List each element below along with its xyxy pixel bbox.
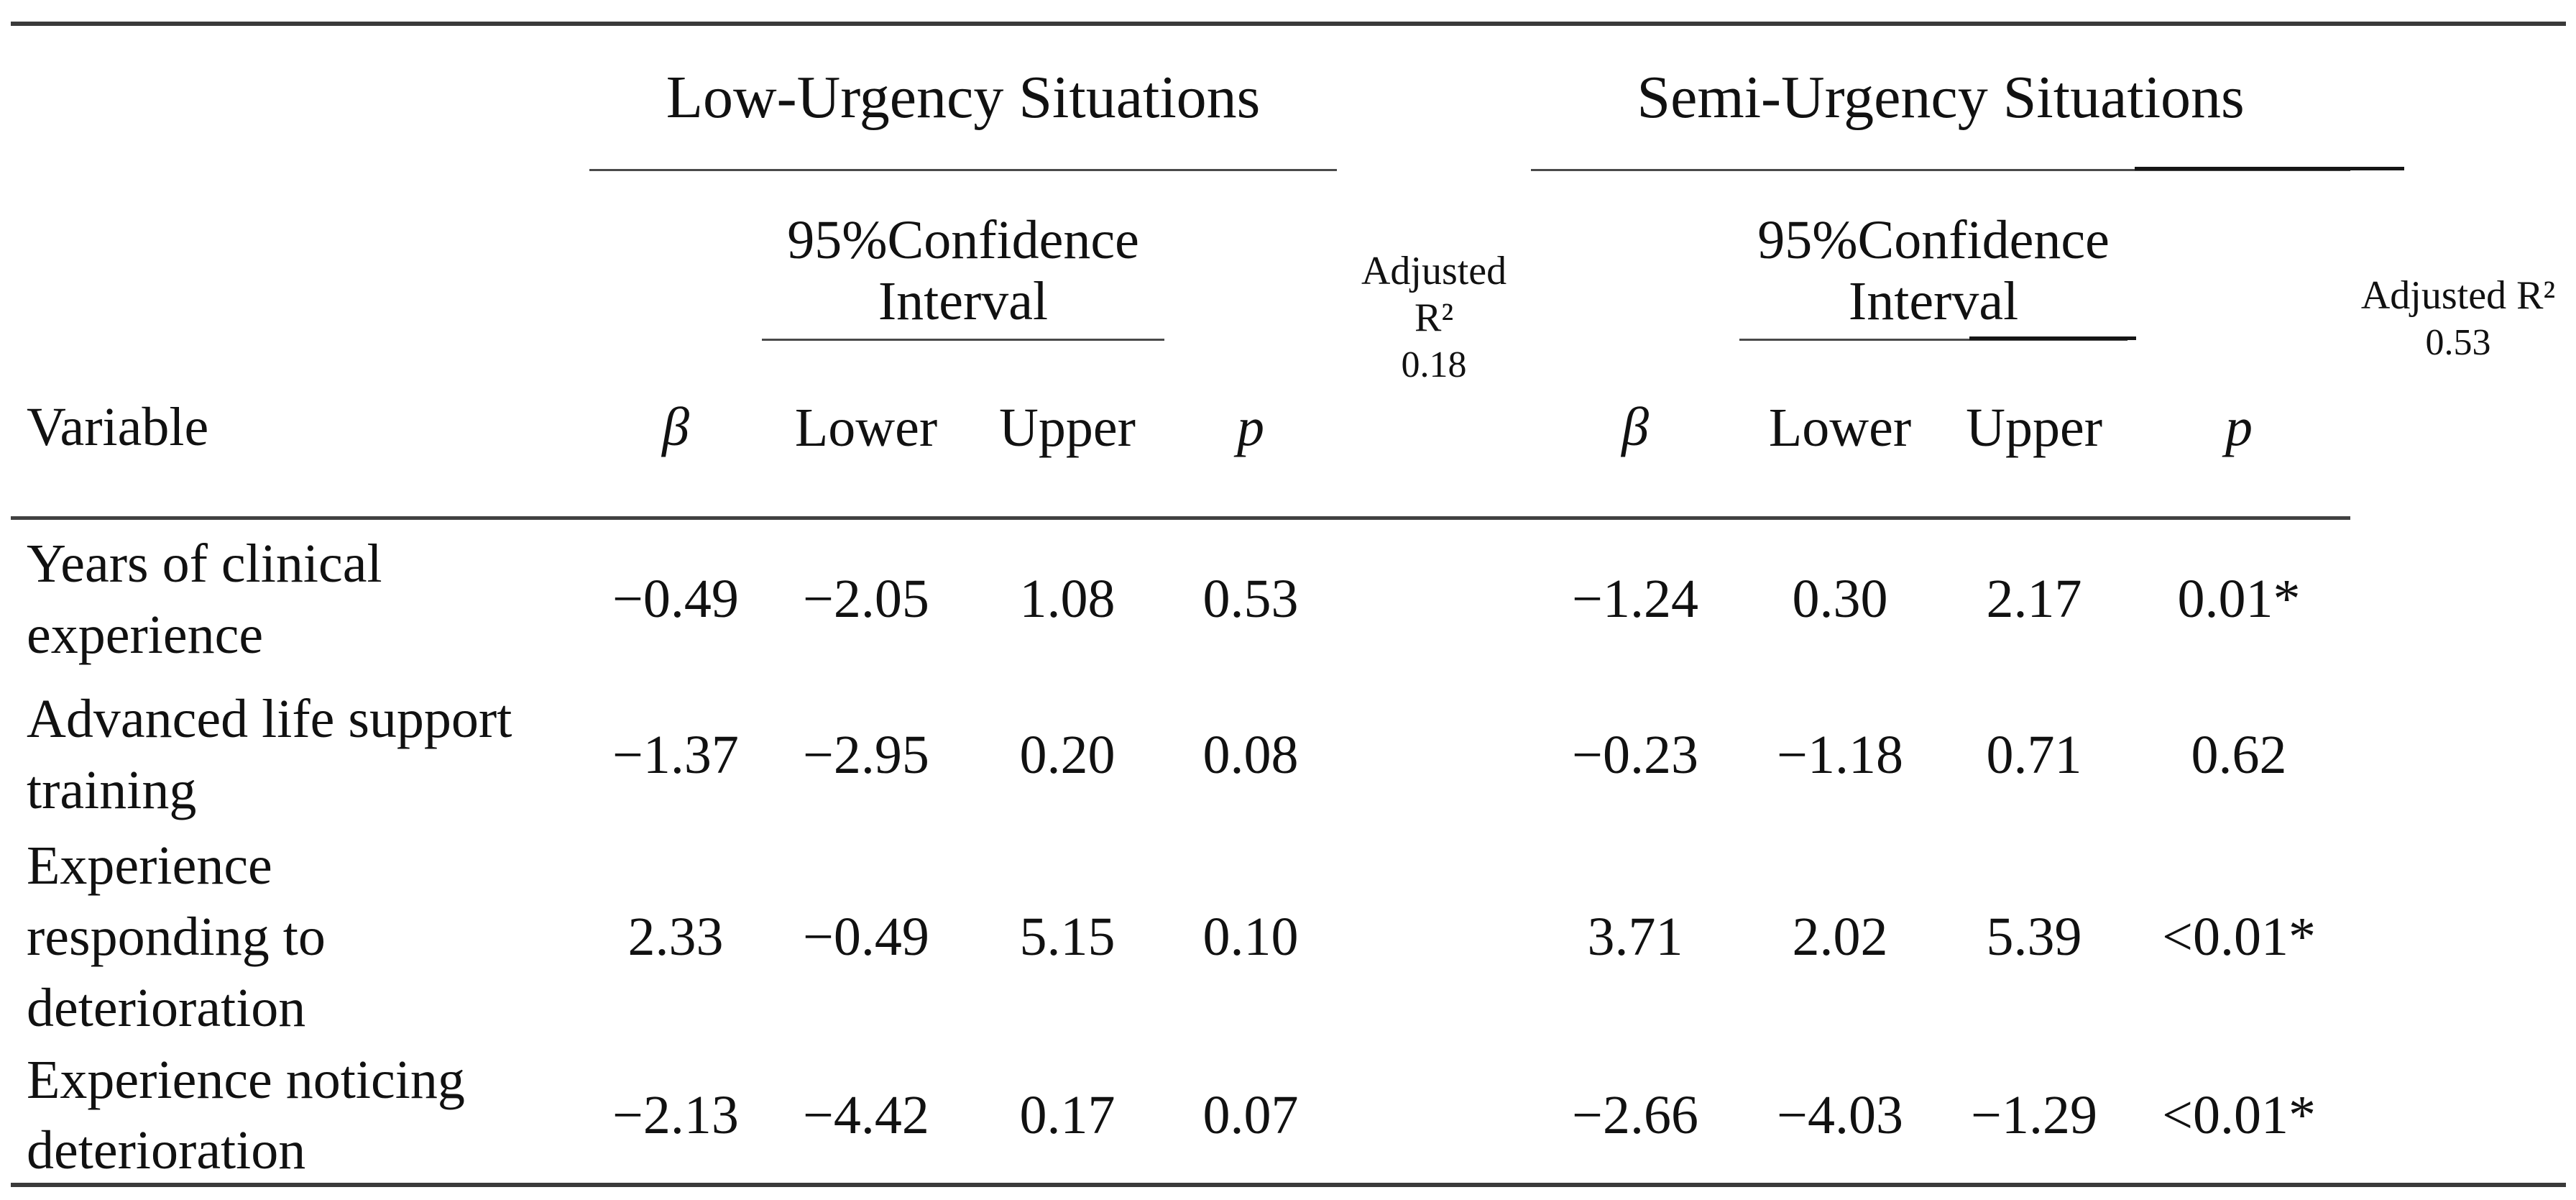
spacer-cell xyxy=(589,170,762,339)
table-row: Experience noticing deterioration −2.13 … xyxy=(11,1043,2566,1187)
col-header-low-lower: Lower xyxy=(762,339,970,520)
cell-low-upper: 5.15 xyxy=(1019,906,1116,967)
row-label: Experience responding to deterioration xyxy=(27,835,326,1038)
cell-semi-lower: −4.03 xyxy=(1777,1084,1903,1145)
cell-semi-p: 0.01* xyxy=(2177,569,2301,630)
table-bottom-rule xyxy=(11,1183,2566,1187)
cell-semi-beta: 3.71 xyxy=(1587,906,1683,967)
cell-semi-beta: −1.24 xyxy=(1572,569,1698,630)
spacer-cell xyxy=(1337,679,1531,830)
cell-low-p: 0.07 xyxy=(1202,1084,1299,1145)
cell-low-beta: −0.49 xyxy=(612,569,739,630)
cell-low-lower: −0.49 xyxy=(803,906,929,967)
spacer-cell xyxy=(11,26,589,170)
column-header-row: Variable β Lower Upper p β Lower Upper p xyxy=(11,339,2566,520)
spacer-cell xyxy=(1337,1043,1531,1187)
regression-results-table: Low-Urgency Situations Semi-Urgency Situ… xyxy=(11,26,2566,1187)
semi-ci-line1: 95%Confidence xyxy=(1757,210,2110,271)
cell-low-lower: −2.05 xyxy=(803,569,929,630)
low-ci-header: 95%Confidence Interval xyxy=(762,170,1164,341)
cell-semi-upper: −1.29 xyxy=(1971,1084,2097,1145)
cell-low-lower: −4.42 xyxy=(803,1084,929,1145)
low-adjusted-r2-block: Adjusted R² 0.18 xyxy=(1337,170,1532,520)
cell-semi-lower: −1.18 xyxy=(1777,724,1903,785)
row-label: Advanced life support training xyxy=(27,689,512,820)
cell-low-p: 0.08 xyxy=(1202,724,1299,785)
group-header-row: Low-Urgency Situations Semi-Urgency Situ… xyxy=(11,26,2566,171)
table-row: Advanced life support training −1.37 −2.… xyxy=(11,679,2566,830)
cell-low-upper: 0.17 xyxy=(1019,1084,1116,1145)
row-label: Years of clinical experience xyxy=(27,533,382,665)
col-header-low-p: p xyxy=(1164,339,1338,520)
spacer-cell xyxy=(1337,26,1531,170)
cell-semi-upper: 0.71 xyxy=(1986,724,2082,785)
spacer-cell xyxy=(2350,518,2566,679)
spacer-cell xyxy=(1531,170,1739,339)
spacer-cell xyxy=(11,170,589,339)
table-row: Experience responding to deterioration 2… xyxy=(11,830,2566,1043)
semi-adjusted-r2-label: Adjusted R² xyxy=(2360,272,2556,318)
cell-low-p: 0.10 xyxy=(1202,906,1299,967)
semi-adjusted-r2-value: 0.53 xyxy=(2425,322,2491,364)
semi-ci-line2: Interval xyxy=(1848,271,2019,332)
spacer-cell xyxy=(1164,170,1337,339)
low-ci-line1: 95%Confidence xyxy=(787,210,1139,271)
cell-low-beta: 2.33 xyxy=(627,906,724,967)
semi-urgency-group-header: Semi-Urgency Situations xyxy=(1531,26,2351,171)
spacer-cell xyxy=(2350,1043,2566,1187)
spacer-cell xyxy=(1337,830,1531,1043)
cell-semi-lower: 2.02 xyxy=(1792,906,1888,967)
semi-ci-rule-dark-segment xyxy=(1969,336,2136,340)
col-header-semi-upper: Upper xyxy=(1941,339,2128,520)
low-adjusted-r2-value: 0.18 xyxy=(1401,344,1467,386)
col-header-semi-p: p xyxy=(2128,339,2351,520)
spacer-cell xyxy=(2350,679,2566,830)
cell-low-beta: −2.13 xyxy=(612,1084,739,1145)
low-urgency-group-header: Low-Urgency Situations xyxy=(589,26,1338,171)
cell-low-upper: 1.08 xyxy=(1019,569,1116,630)
cell-semi-lower: 0.30 xyxy=(1792,569,1888,630)
semi-adjusted-r2-block: Adjusted R² 0.53 xyxy=(2350,170,2566,518)
row-label: Experience noticing deterioration xyxy=(27,1049,465,1181)
ci-header-row: 95%Confidence Interval Adjusted R² 0.18 … xyxy=(11,170,2566,520)
col-header-semi-lower: Lower xyxy=(1739,339,1941,520)
table-top-rule xyxy=(11,22,2566,26)
spacer-cell xyxy=(2128,170,2350,339)
low-adjusted-r2-label: Adjusted R² xyxy=(1361,249,1507,340)
spacer-cell xyxy=(2350,26,2566,170)
cell-semi-beta: −2.66 xyxy=(1572,1084,1698,1145)
col-header-low-upper: Upper xyxy=(970,339,1164,520)
cell-low-beta: −1.37 xyxy=(612,724,739,785)
cell-low-lower: −2.95 xyxy=(803,724,929,785)
cell-semi-upper: 5.39 xyxy=(1986,906,2082,967)
cell-low-upper: 0.20 xyxy=(1019,724,1116,785)
cell-semi-p: <0.01* xyxy=(2162,906,2316,967)
spacer-cell xyxy=(1337,518,1531,679)
cell-low-p: 0.53 xyxy=(1202,569,1299,630)
col-header-semi-beta: β xyxy=(1531,339,1740,520)
semi-ci-header: 95%Confidence Interval xyxy=(1739,170,2128,341)
col-header-low-beta: β xyxy=(589,339,762,520)
low-ci-line2: Interval xyxy=(878,271,1049,332)
table-row: Years of clinical experience −0.49 −2.05… xyxy=(11,518,2566,679)
col-header-variable: Variable xyxy=(11,339,589,520)
cell-semi-beta: −0.23 xyxy=(1572,724,1698,785)
cell-semi-upper: 2.17 xyxy=(1986,569,2082,630)
semi-spanner-rule-dark-segment xyxy=(2135,167,2404,170)
spacer-cell xyxy=(2350,830,2566,1043)
cell-semi-p: <0.01* xyxy=(2162,1084,2316,1145)
cell-semi-p: 0.62 xyxy=(2191,724,2287,785)
